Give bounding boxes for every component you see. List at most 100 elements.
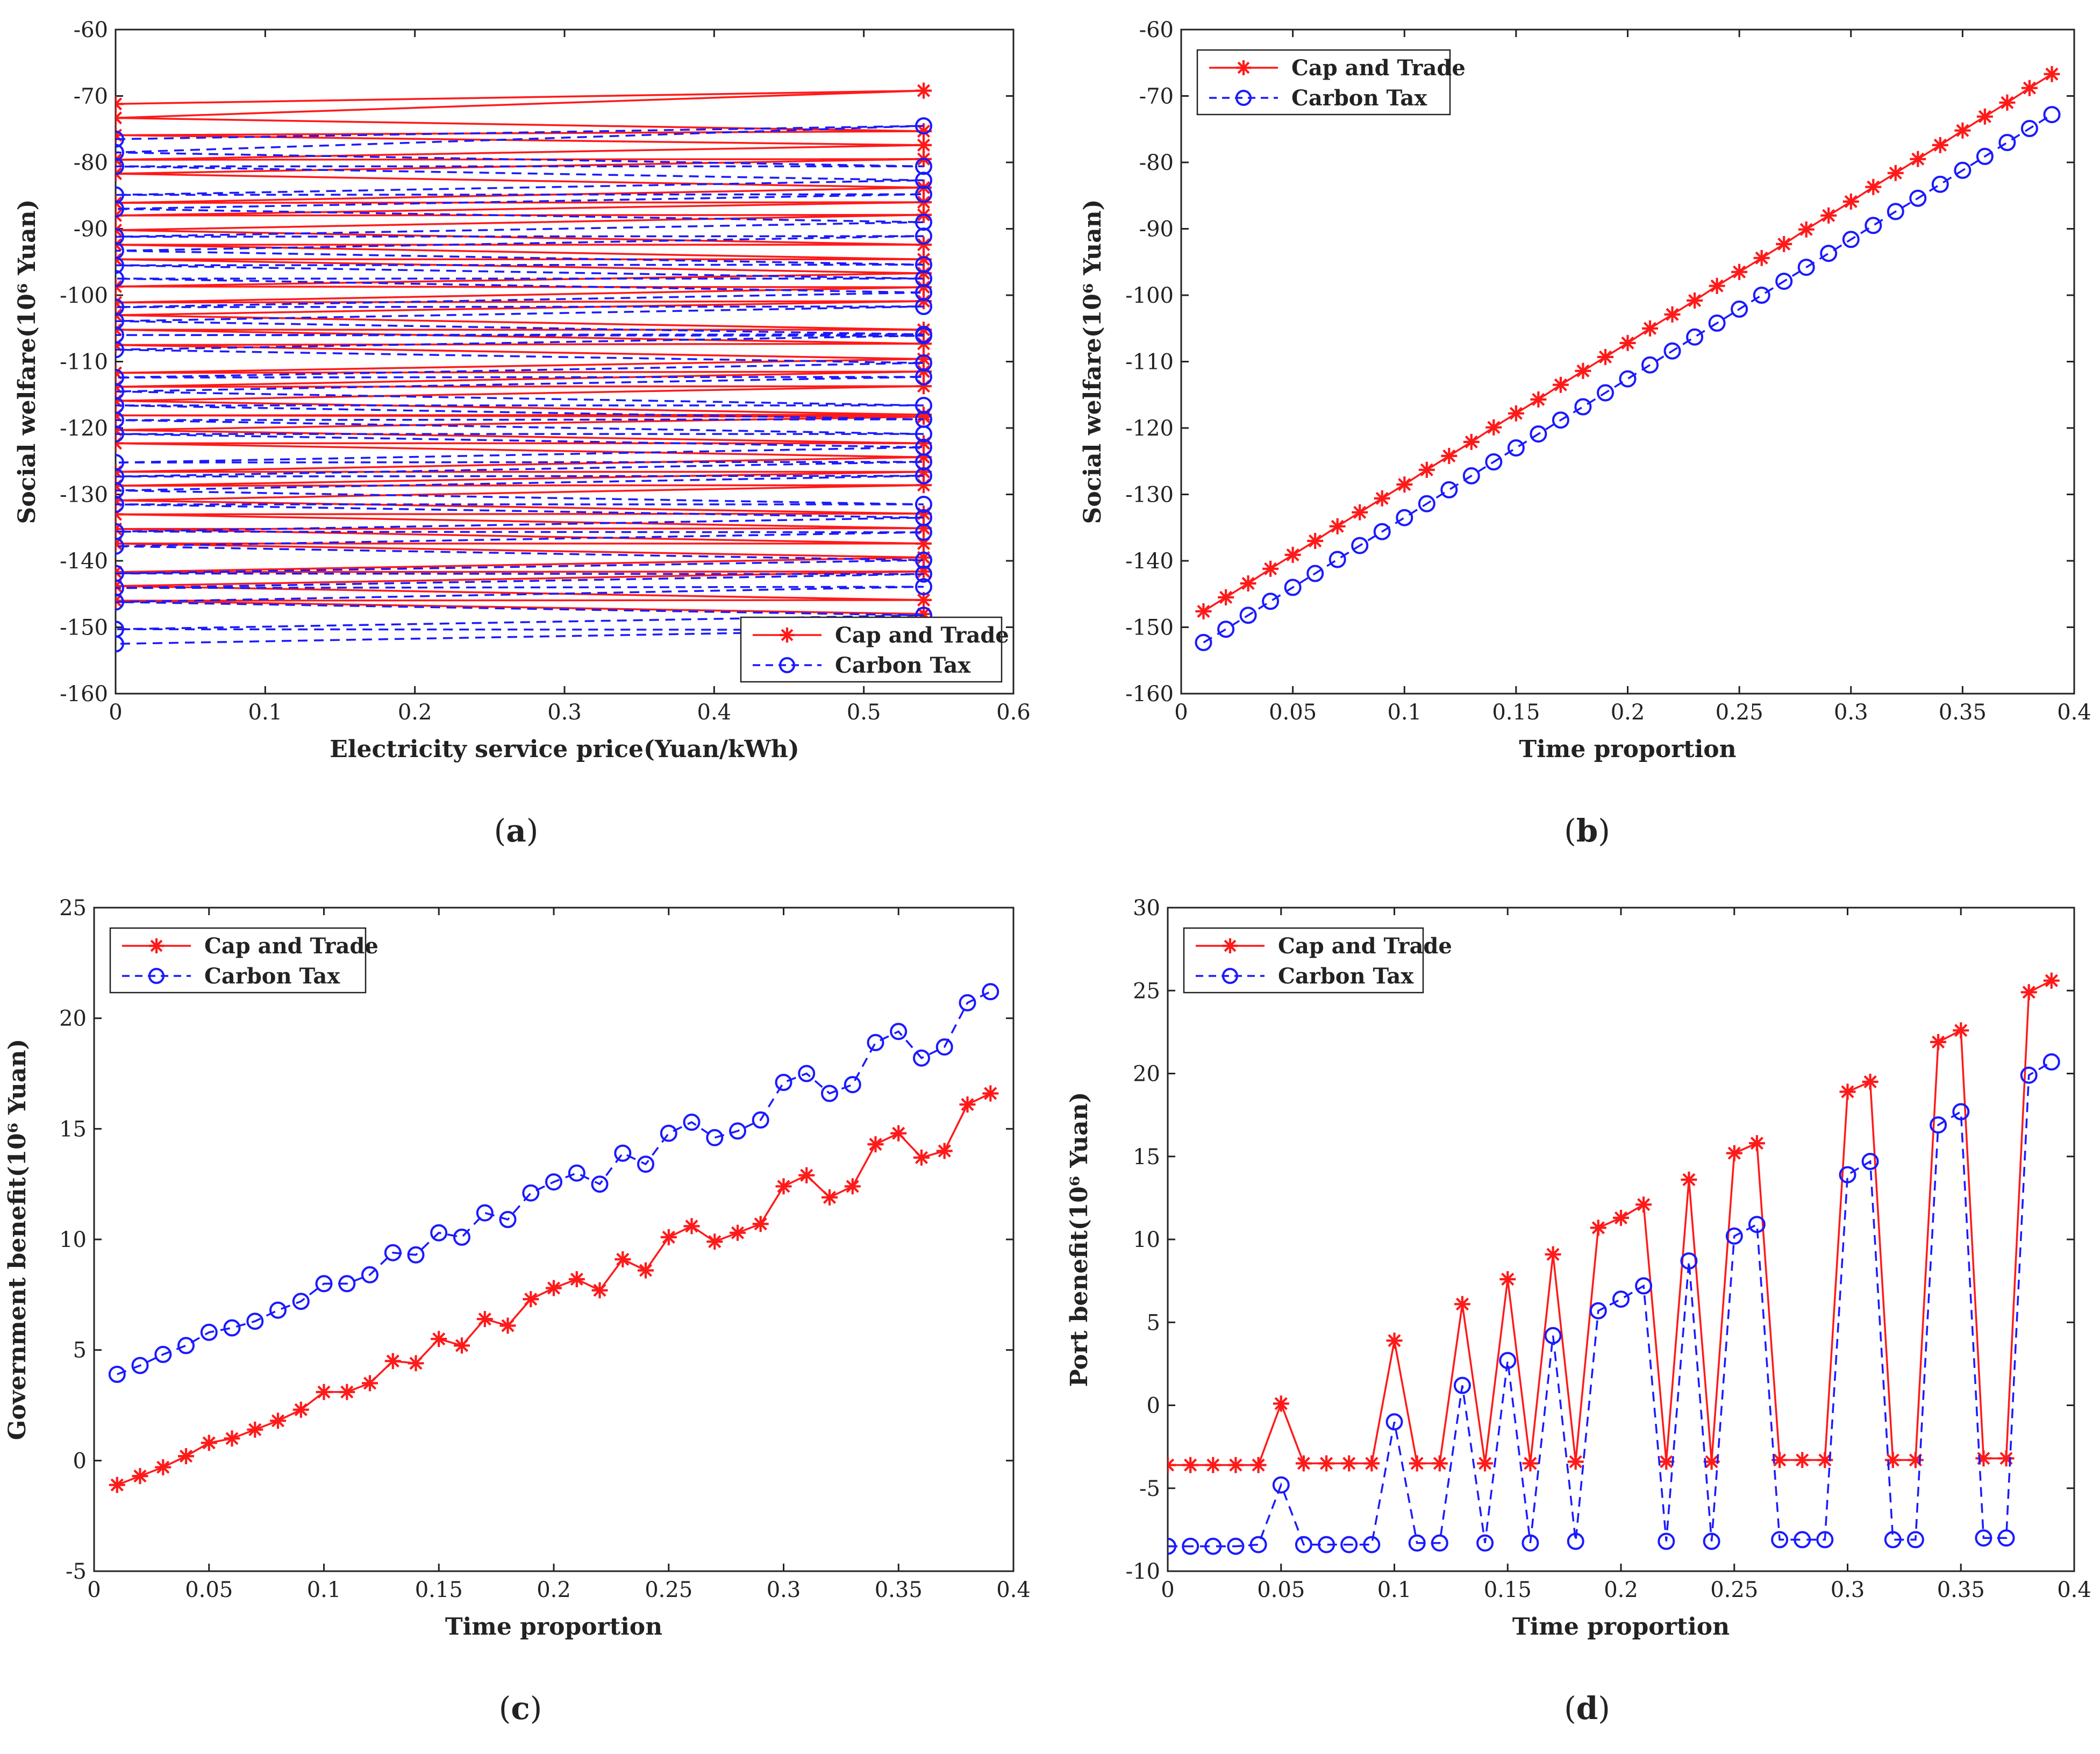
x-tick-label: 0.5 bbox=[847, 700, 881, 725]
data-point bbox=[1396, 509, 1413, 526]
data-point bbox=[844, 1076, 861, 1094]
data-point bbox=[683, 1114, 701, 1131]
data-point bbox=[1931, 175, 1949, 193]
data-point bbox=[1567, 1532, 1584, 1550]
data-point bbox=[116, 200, 124, 218]
data-point bbox=[1477, 1455, 1494, 1472]
data-point bbox=[867, 1136, 884, 1153]
data-point bbox=[913, 1149, 930, 1166]
data-point bbox=[1820, 207, 1837, 224]
data-point bbox=[1462, 467, 1480, 484]
data-point bbox=[1842, 231, 1860, 248]
data-point bbox=[1168, 1537, 1176, 1555]
y-tick-label: -90 bbox=[74, 217, 108, 242]
data-point bbox=[660, 1229, 677, 1245]
x-tick-label: 0.35 bbox=[1937, 1578, 1985, 1602]
data-point bbox=[1953, 1022, 1969, 1039]
series-line bbox=[1168, 980, 2052, 1466]
data-point bbox=[615, 1251, 631, 1267]
data-point bbox=[1463, 433, 1480, 450]
data-point bbox=[1545, 1246, 1561, 1263]
data-point bbox=[292, 1401, 309, 1418]
data-point bbox=[1907, 1452, 1924, 1468]
data-point bbox=[730, 1224, 746, 1241]
data-point bbox=[916, 520, 932, 537]
x-tick-label: 0.05 bbox=[185, 1578, 233, 1602]
data-point bbox=[1999, 94, 2016, 111]
data-point bbox=[729, 1122, 746, 1140]
data-point bbox=[270, 1413, 286, 1429]
data-point bbox=[1453, 1377, 1471, 1394]
data-point bbox=[1272, 1476, 1290, 1494]
x-tick-label: 0.2 bbox=[1604, 1578, 1638, 1602]
data-point bbox=[1485, 419, 1502, 436]
data-point bbox=[915, 565, 932, 583]
data-point bbox=[116, 341, 124, 359]
data-point bbox=[1307, 533, 1324, 549]
y-tick-label: -90 bbox=[1139, 217, 1174, 242]
data-point bbox=[821, 1085, 838, 1102]
data-point bbox=[890, 1023, 908, 1040]
series-cap-and-trade bbox=[1168, 972, 2060, 1473]
data-point bbox=[913, 1049, 930, 1067]
data-point bbox=[1680, 1252, 1698, 1270]
data-point bbox=[2020, 120, 2038, 137]
data-point bbox=[1909, 189, 1927, 207]
x-tick-label: 0.05 bbox=[1269, 700, 1317, 725]
legend-label: Carbon Tax bbox=[1278, 964, 1414, 989]
y-tick-label: -5 bbox=[1139, 1477, 1160, 1501]
data-point bbox=[1363, 1455, 1380, 1472]
data-point bbox=[1635, 1277, 1653, 1295]
y-tick-label: -140 bbox=[60, 549, 108, 574]
x-tick-label: 0.3 bbox=[1834, 700, 1868, 725]
data-point bbox=[1775, 273, 1793, 290]
data-point bbox=[1681, 1171, 1697, 1188]
data-point bbox=[1771, 1531, 1789, 1549]
x-tick-label: 0.15 bbox=[1492, 700, 1540, 725]
data-point bbox=[1708, 314, 1726, 332]
y-tick-label: -110 bbox=[60, 350, 108, 375]
data-point bbox=[546, 1280, 562, 1296]
legend-swatch-marker bbox=[779, 657, 795, 673]
data-point bbox=[1910, 151, 1926, 167]
y-tick-label: -80 bbox=[74, 151, 108, 175]
data-point bbox=[1776, 236, 1792, 252]
data-point bbox=[1373, 523, 1391, 540]
data-point bbox=[1575, 362, 1591, 379]
data-point bbox=[568, 1164, 585, 1182]
data-point bbox=[201, 1435, 217, 1451]
data-point bbox=[1954, 161, 1972, 179]
y-tick-label: 20 bbox=[1133, 1062, 1160, 1087]
y-tick-label: -110 bbox=[1125, 350, 1174, 375]
legend: Cap and Trade Carbon Tax bbox=[740, 616, 1009, 683]
legend-label: Cap and Trade bbox=[835, 623, 1009, 648]
data-point bbox=[915, 298, 932, 315]
y-axis-label: Social welfare(10⁶ Yuan) bbox=[1079, 199, 1106, 524]
data-point bbox=[1842, 193, 1859, 210]
legend-label: Carbon Tax bbox=[1291, 85, 1427, 111]
data-point bbox=[1597, 384, 1614, 402]
x-tick-label: 0.15 bbox=[1484, 1578, 1532, 1602]
x-tick-label: 0.1 bbox=[1387, 700, 1422, 725]
data-point bbox=[316, 1384, 332, 1400]
data-point bbox=[1887, 203, 1904, 220]
data-point bbox=[1418, 461, 1435, 478]
data-point bbox=[116, 496, 124, 513]
chart-panel-c: 0 0.05 0.1 0.15 0.2 0.25 0.3 0.35 0.4-5051015202… bbox=[4, 896, 1031, 1727]
data-point bbox=[1952, 1103, 1970, 1121]
data-point bbox=[1329, 518, 1346, 534]
y-tick-label: -80 bbox=[1139, 151, 1174, 175]
data-point bbox=[1499, 1271, 1516, 1287]
panel-label: (c) bbox=[499, 1690, 542, 1727]
y-tick-label: 5 bbox=[73, 1338, 87, 1363]
data-point bbox=[916, 605, 932, 622]
data-point bbox=[1887, 165, 1904, 181]
panel-label: (a) bbox=[494, 812, 539, 849]
data-point bbox=[1619, 334, 1636, 351]
x-tick-label: 0.25 bbox=[1716, 700, 1763, 725]
y-tick-label: -120 bbox=[1125, 416, 1174, 441]
y-tick-label: 15 bbox=[1133, 1145, 1160, 1170]
data-point bbox=[315, 1275, 333, 1293]
data-point bbox=[1318, 1455, 1335, 1472]
data-point bbox=[915, 354, 932, 372]
